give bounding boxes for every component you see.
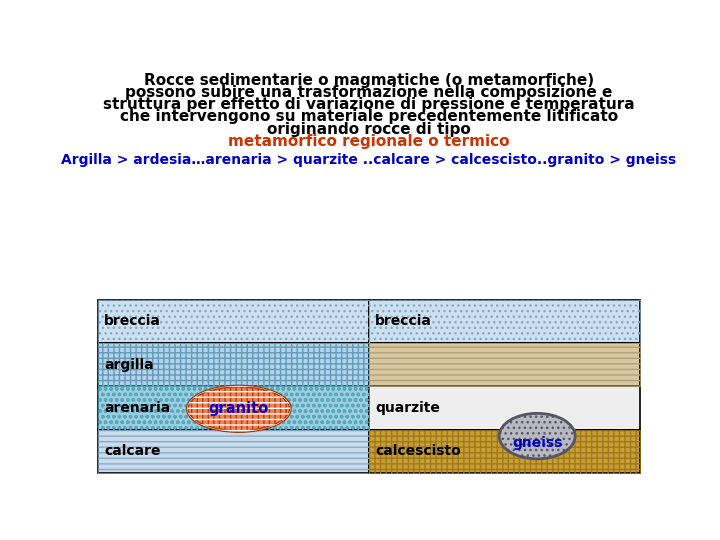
Text: che intervengono su materiale precedentemente litificato: che intervengono su materiale precedente… <box>120 110 618 124</box>
Text: calcescisto: calcescisto <box>375 444 461 458</box>
Text: possono subire una trasformazione nella composizione e: possono subire una trasformazione nella … <box>125 85 613 100</box>
Bar <box>369 386 640 430</box>
Bar <box>98 430 369 473</box>
Text: gneiss: gneiss <box>512 436 562 450</box>
Bar <box>369 343 640 386</box>
Text: breccia: breccia <box>375 314 432 328</box>
Bar <box>369 300 640 343</box>
Text: struttura per effetto di variazione di pressione e temperatura: struttura per effetto di variazione di p… <box>103 97 635 112</box>
Text: Rocce sedimentarie o magmatiche (o metamorfiche): Rocce sedimentarie o magmatiche (o metam… <box>144 72 594 87</box>
Ellipse shape <box>187 386 290 431</box>
Bar <box>98 300 369 343</box>
Bar <box>369 430 640 473</box>
Text: argilla: argilla <box>104 357 153 372</box>
Bar <box>98 300 369 343</box>
Bar <box>98 386 369 430</box>
Bar <box>369 300 640 343</box>
Text: quarzite: quarzite <box>375 401 440 415</box>
Bar <box>98 430 369 473</box>
Text: arenaria: arenaria <box>104 401 170 415</box>
Text: calcare: calcare <box>104 444 161 458</box>
Text: metamorfico regionale o termico: metamorfico regionale o termico <box>228 134 510 149</box>
Bar <box>98 343 369 386</box>
Text: breccia: breccia <box>104 314 161 328</box>
Bar <box>98 386 369 430</box>
Text: originando rocce di tipo: originando rocce di tipo <box>267 122 471 137</box>
Bar <box>98 343 369 386</box>
Text: Argilla > ardesia…arenaria > quarzite ..calcare > calcescisto..granito > gneiss: Argilla > ardesia…arenaria > quarzite ..… <box>61 153 677 166</box>
Bar <box>369 343 640 386</box>
Text: granito: granito <box>209 401 269 416</box>
Ellipse shape <box>499 413 575 459</box>
Bar <box>369 430 640 473</box>
